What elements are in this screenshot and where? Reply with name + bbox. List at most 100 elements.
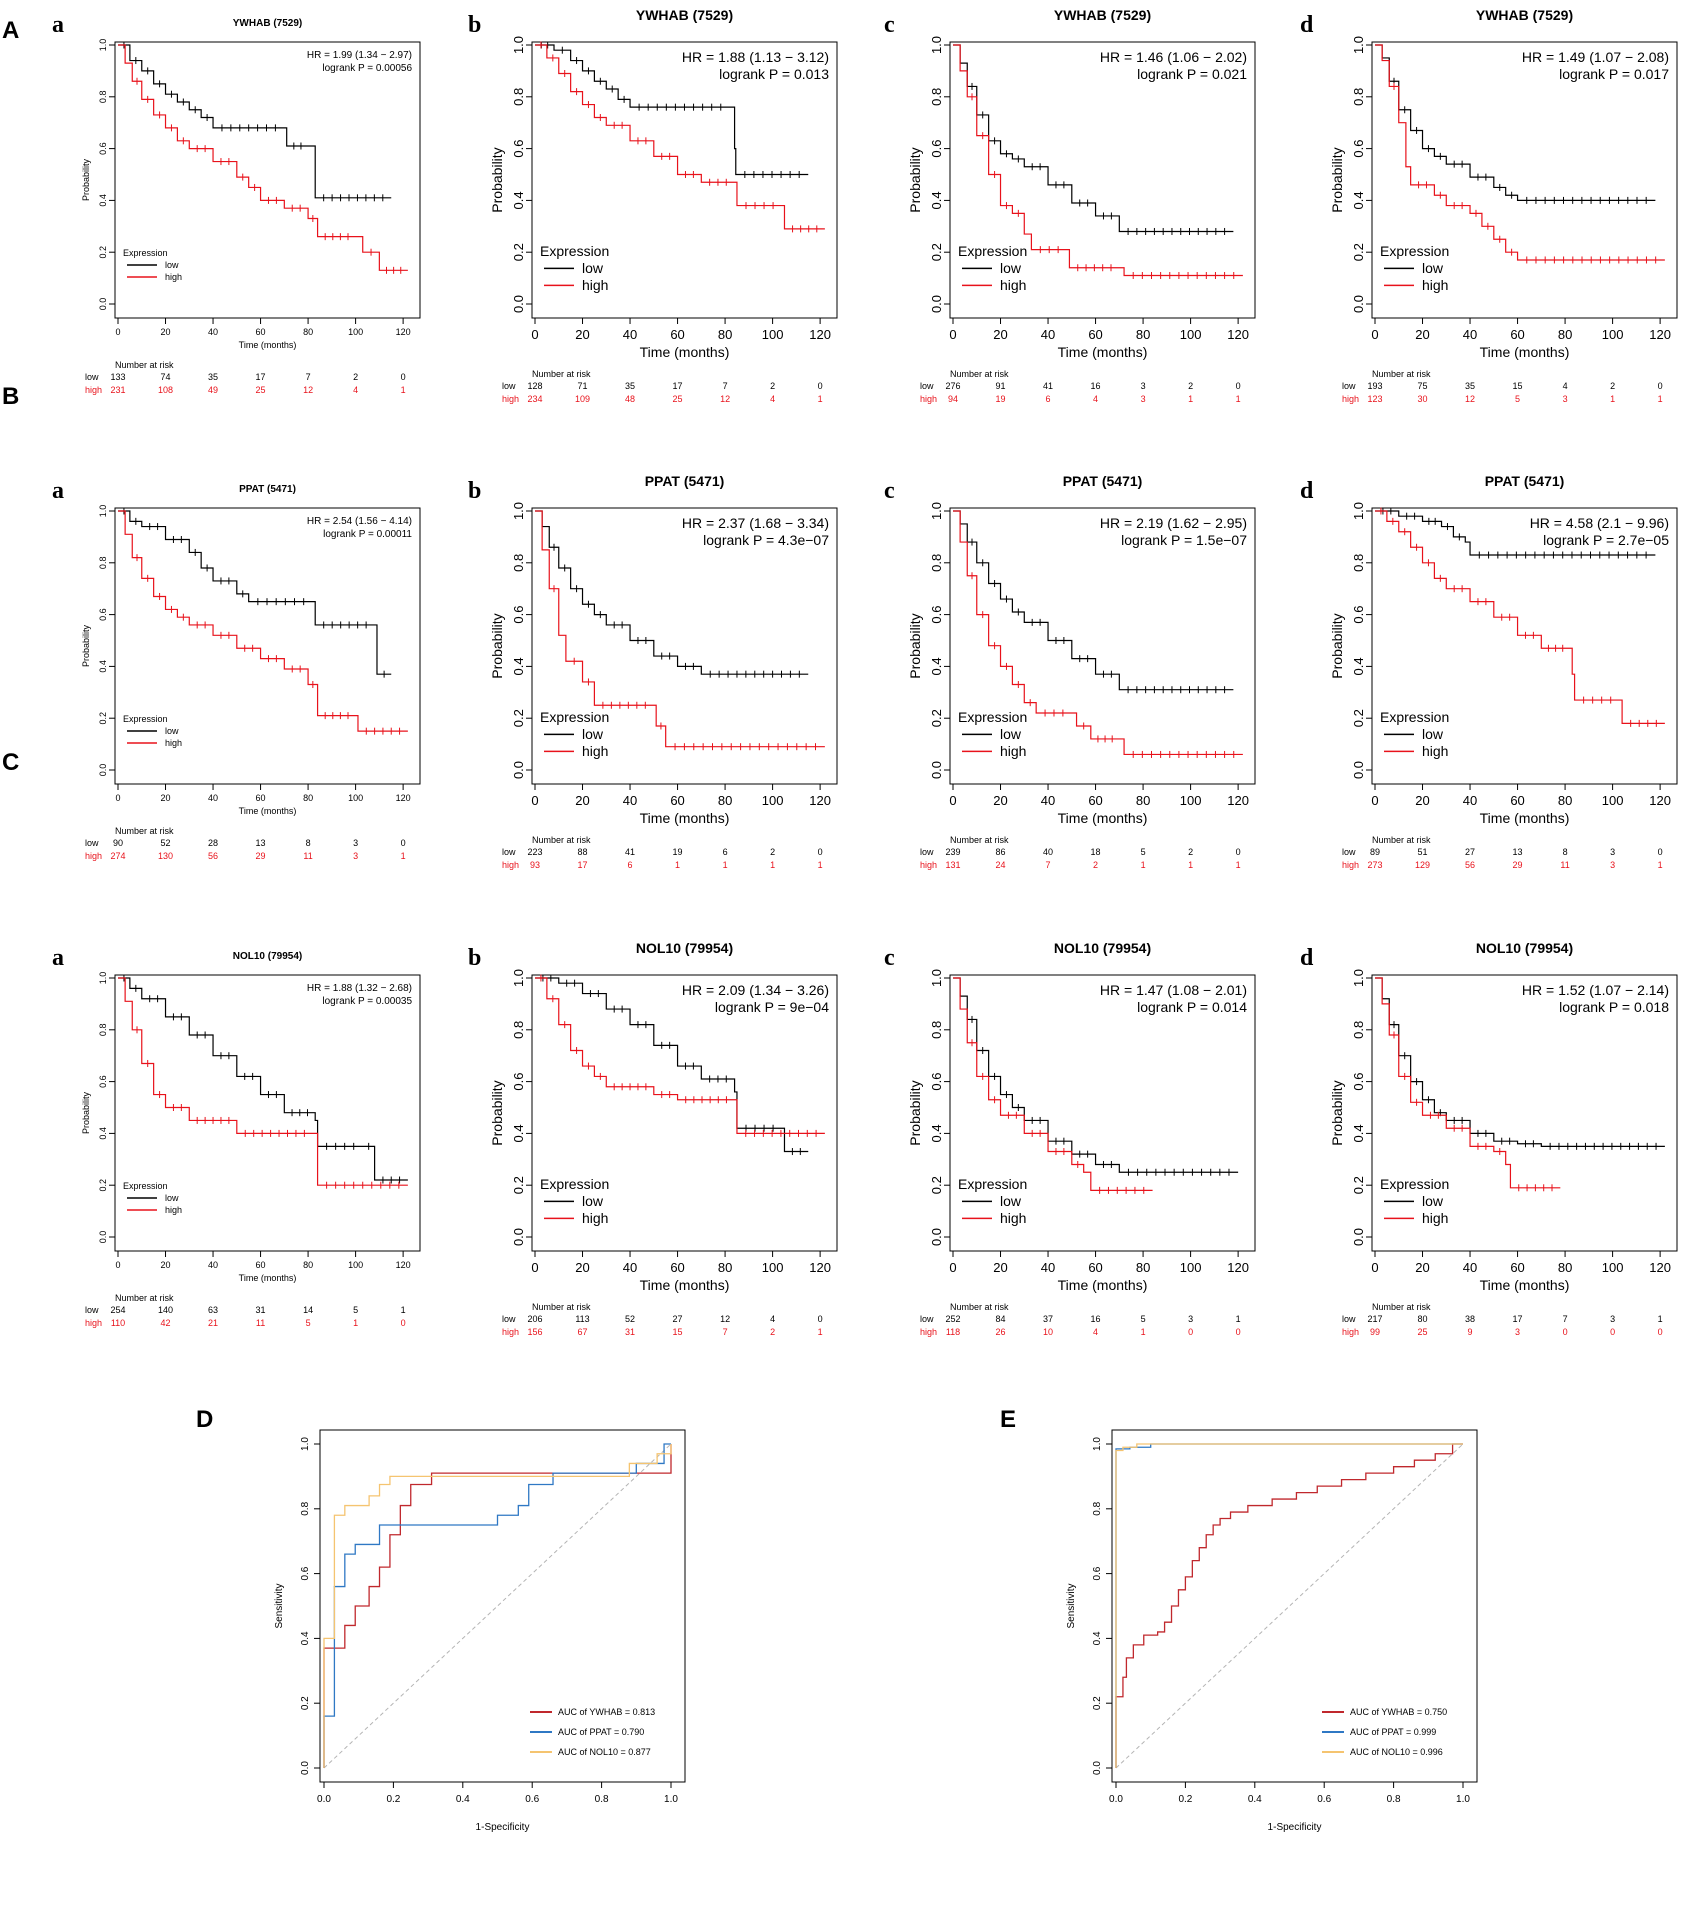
km-curve-low <box>535 510 809 675</box>
risk-value-high: 21 <box>208 1318 218 1328</box>
risk-value-high: 56 <box>208 851 218 861</box>
risk-value-low: 88 <box>578 847 588 857</box>
risk-value-high: 1 <box>353 1318 358 1328</box>
risk-value-low: 19 <box>673 847 683 857</box>
y-axis-label: Probability <box>81 1091 91 1134</box>
legend-label-nol10: AUC of NOL10 = 0.996 <box>1350 1747 1443 1757</box>
y-tick-label: 1.0 <box>511 969 526 987</box>
panel-label: d <box>1300 12 1314 38</box>
risk-value-low: 0 <box>818 1314 823 1324</box>
y-tick-label: 1.0 <box>98 505 108 518</box>
y-axis-label: Probability <box>489 1080 505 1145</box>
risk-value-high: 109 <box>575 394 590 404</box>
y-tick-label: 0.0 <box>98 764 108 777</box>
y-tick-label: 0.2 <box>511 709 526 727</box>
y-tick-label: 0.2 <box>98 246 108 259</box>
risk-value-low: 5 <box>1141 1314 1146 1324</box>
y-tick-label: 0.0 <box>300 1761 311 1775</box>
risk-value-low: 74 <box>161 372 171 382</box>
risk-value-low: 0 <box>401 372 406 382</box>
risk-value-high: 234 <box>527 394 542 404</box>
x-tick-label: 0 <box>1371 1260 1378 1275</box>
panel-label: c <box>884 478 895 504</box>
section-label-c: C <box>2 749 19 776</box>
x-tick-label: 40 <box>208 793 218 803</box>
legend-label-ppat: AUC of PPAT = 0.999 <box>1350 1727 1436 1737</box>
y-tick-label: 0.4 <box>300 1631 311 1645</box>
x-tick-label: 40 <box>208 327 218 337</box>
risk-value-low: 27 <box>673 1314 683 1324</box>
risk-value-low: 35 <box>208 372 218 382</box>
x-tick-label: 120 <box>396 793 411 803</box>
risk-value-high: 3 <box>1141 394 1146 404</box>
y-tick-label: 1.0 <box>511 36 526 54</box>
panel-label: b <box>468 945 481 971</box>
risk-row-label-high: high <box>85 385 102 395</box>
risk-value-low: 52 <box>625 1314 635 1324</box>
x-tick-label: 20 <box>1415 327 1429 342</box>
risk-row-label-high: high <box>920 394 937 404</box>
hr-text: HR = 1.99 (1.34 − 2.97) <box>307 50 412 61</box>
x-tick-label: 0.4 <box>1248 1794 1262 1805</box>
risk-value-low: 5 <box>353 1305 358 1315</box>
x-axis-label: Time (months) <box>239 806 297 816</box>
y-tick-label: 0.0 <box>929 1228 944 1246</box>
risk-value-low: 38 <box>1465 1314 1475 1324</box>
y-axis-label: Probability <box>81 158 91 201</box>
x-tick-label: 0.8 <box>595 1794 609 1805</box>
risk-value-low: 252 <box>945 1314 960 1324</box>
roc-curve-ppat <box>323 1443 671 1768</box>
risk-row-label-low: low <box>920 847 934 857</box>
km-curve-high <box>118 510 408 732</box>
x-tick-label: 40 <box>623 1260 637 1275</box>
x-axis-label: Time (months) <box>1058 810 1148 826</box>
risk-value-high: 1 <box>1658 394 1663 404</box>
section-label-b: B <box>2 383 19 410</box>
logrank-p-text: logrank P = 0.013 <box>719 66 829 82</box>
risk-value-high: 3 <box>353 851 358 861</box>
x-tick-label: 80 <box>1136 1260 1150 1275</box>
km-panel-cd: d NOL10 (79954)0 20 40 60 80 100 1200.00.20.40.… <box>1300 940 1678 1337</box>
risk-value-high: 4 <box>770 394 775 404</box>
x-tick-label: 60 <box>670 1260 684 1275</box>
x-axis-label: Time (months) <box>239 1273 297 1283</box>
risk-value-low: 40 <box>1043 847 1053 857</box>
y-tick-label: 0.2 <box>1351 243 1366 261</box>
x-tick-label: 40 <box>1041 327 1055 342</box>
y-tick-label: 0.0 <box>98 298 108 311</box>
y-tick-label: 0.8 <box>929 88 944 106</box>
x-tick-label: 100 <box>1602 327 1624 342</box>
risk-value-low: 13 <box>256 838 266 848</box>
y-axis-label: Probability <box>1329 1080 1345 1145</box>
risk-value-high: 1 <box>818 394 823 404</box>
risk-table-header: Number at risk <box>115 360 174 370</box>
risk-value-high: 1 <box>770 860 775 870</box>
x-tick-label: 80 <box>303 793 313 803</box>
risk-value-high: 3 <box>1610 860 1615 870</box>
risk-value-high: 0 <box>1236 1327 1241 1337</box>
risk-row-label-low: low <box>85 1305 99 1315</box>
y-tick-label: 1.0 <box>1351 36 1366 54</box>
risk-value-high: 0 <box>1610 1327 1615 1337</box>
y-tick-label: 0.2 <box>1092 1696 1103 1710</box>
km-curve-high <box>535 510 825 748</box>
risk-value-high: 1 <box>1236 860 1241 870</box>
x-tick-label: 40 <box>1463 327 1477 342</box>
plot-frame <box>319 1429 686 1783</box>
risk-value-low: 239 <box>945 847 960 857</box>
hr-text: HR = 1.88 (1.13 − 3.12) <box>682 49 829 65</box>
risk-value-low: 12 <box>720 1314 730 1324</box>
chart-title: YWHAB (7529) <box>1476 7 1573 23</box>
y-tick-label: 0.4 <box>511 191 526 209</box>
risk-value-low: 140 <box>158 1305 173 1315</box>
legend-label-low: low <box>1422 260 1444 276</box>
y-tick-label: 0.8 <box>98 91 108 104</box>
y-tick-label: 0.8 <box>1351 554 1366 572</box>
risk-row-label-high: high <box>1342 394 1359 404</box>
risk-value-low: 4 <box>770 1314 775 1324</box>
risk-value-high: 123 <box>1367 394 1382 404</box>
risk-value-low: 13 <box>1513 847 1523 857</box>
y-tick-label: 1.0 <box>98 39 108 52</box>
legend-label-high: high <box>1000 277 1026 293</box>
legend-label-low: low <box>165 1193 179 1203</box>
